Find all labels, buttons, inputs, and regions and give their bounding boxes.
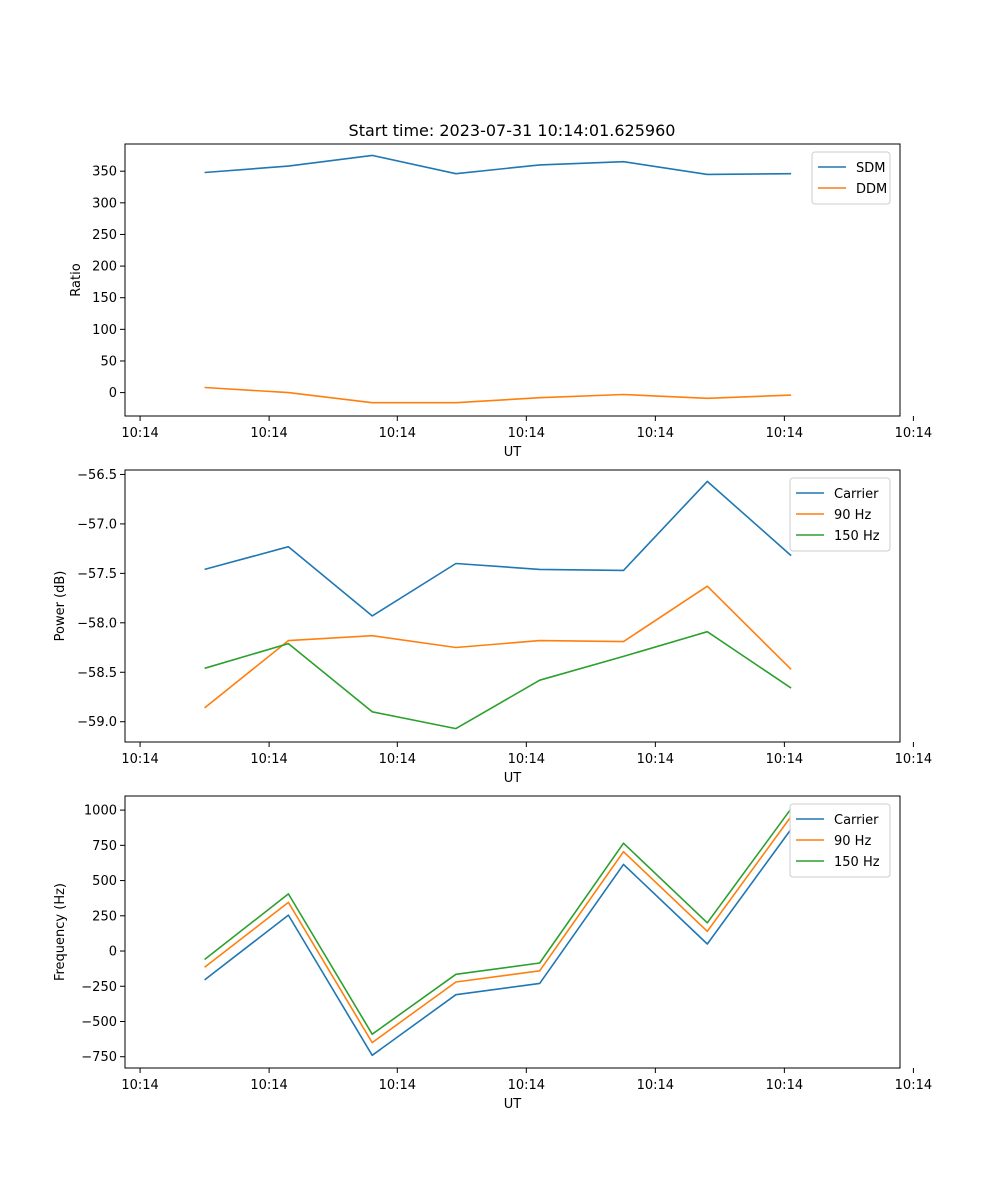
plot-frame (124, 143, 901, 417)
legend-label: Carrier (834, 487, 879, 502)
x-tick-label: 10:14 (121, 1078, 158, 1093)
legend-box (789, 477, 891, 552)
charts-container: 10:14 10:14 10:14 10:14 10:14 10:14 10:14 0 50 10… (53, 143, 932, 1112)
x-tick-label: 10:14 (637, 1078, 674, 1093)
plot-frame (124, 795, 901, 1069)
y-tick-label: −57.5 (77, 567, 117, 582)
x-tick-label: 10:14 (637, 426, 674, 441)
y-tick-label: 250 (92, 909, 117, 924)
legend-label: 90 Hz (834, 508, 871, 523)
legend-box (811, 151, 891, 205)
series-line-carrier (204, 480, 792, 617)
legend-label: 150 Hz (834, 855, 880, 870)
legend: SDM DDM (811, 151, 891, 205)
x-axis-label: UT (504, 771, 522, 786)
x-tick-label: 10:14 (379, 426, 416, 441)
y-tick-label: −59.0 (77, 715, 117, 730)
legend-label: 150 Hz (834, 529, 880, 544)
y-tick-label: 1000 (84, 804, 117, 819)
x-tick-label: 10:14 (766, 1078, 803, 1093)
x-tick-label: 10:14 (508, 426, 545, 441)
legend: Carrier 90 Hz 150 Hz (789, 477, 891, 552)
x-tick-label: 10:14 (379, 1078, 416, 1093)
chart-panel-1: 10:14 10:14 10:14 10:14 10:14 10:14 10:14 0 50 10… (69, 143, 932, 460)
x-tick-label: 10:14 (508, 1078, 545, 1093)
y-tick-label: −500 (81, 1015, 117, 1030)
x-tick-label: 10:14 (508, 752, 545, 767)
x-tick-label: 10:14 (895, 426, 932, 441)
x-tick-label: 10:14 (250, 752, 287, 767)
y-tick-label: −58.0 (77, 616, 117, 631)
figure-title: Start time: 2023-07-31 10:14:01.625960 (349, 121, 676, 140)
x-tick-label: 10:14 (637, 752, 674, 767)
x-tick-label: 10:14 (379, 752, 416, 767)
y-tick-label: 200 (92, 260, 117, 275)
y-tick-label: 0 (109, 386, 117, 401)
x-tick-label: 10:14 (766, 426, 803, 441)
series-line-90-hz (204, 585, 792, 709)
chart-panel-2: 10:14 10:14 10:14 10:14 10:14 10:14 10:14 −59.0… (53, 468, 932, 786)
y-tick-label: −56.5 (77, 468, 117, 483)
series-line-carrier (204, 828, 792, 1057)
y-tick-label: 100 (92, 323, 117, 338)
y-axis-label: Frequency (Hz) (53, 883, 68, 981)
x-tick-label: 10:14 (250, 1078, 287, 1093)
y-tick-label: −750 (81, 1050, 117, 1065)
y-tick-label: 500 (92, 874, 117, 889)
y-tick-label: −57.0 (77, 517, 117, 532)
x-tick-label: 10:14 (895, 752, 932, 767)
y-tick-label: 50 (100, 354, 117, 369)
x-tick-label: 10:14 (766, 752, 803, 767)
legend-label: 90 Hz (834, 834, 871, 849)
legend: Carrier 90 Hz 150 Hz (789, 803, 891, 878)
y-axis-label: Ratio (69, 263, 84, 296)
x-tick-label: 10:14 (121, 752, 158, 767)
y-tick-label: 250 (92, 228, 117, 243)
legend-label: Carrier (834, 813, 879, 828)
y-tick-label: −250 (81, 980, 117, 995)
series-line-90-hz (204, 815, 792, 1044)
y-tick-label: 300 (92, 196, 117, 211)
x-tick-label: 10:14 (895, 1078, 932, 1093)
y-axis-label: Power (dB) (53, 571, 68, 642)
y-tick-label: 750 (92, 839, 117, 854)
x-tick-label: 10:14 (250, 426, 287, 441)
x-axis-label: UT (504, 1097, 522, 1112)
y-tick-label: 150 (92, 291, 117, 306)
series-line-150-hz (204, 808, 792, 1035)
y-tick-label: 0 (109, 945, 117, 960)
y-tick-label: −58.5 (77, 666, 117, 681)
chart-panel-3: 10:14 10:14 10:14 10:14 10:14 10:14 10:14 −750 −… (53, 795, 932, 1112)
series-line-ddm (204, 386, 792, 404)
series-line-sdm (204, 154, 792, 176)
legend-label: DDM (856, 182, 887, 197)
x-axis-label: UT (504, 445, 522, 460)
y-tick-label: 350 (92, 165, 117, 180)
plot-frame (124, 469, 901, 743)
x-tick-label: 10:14 (121, 426, 158, 441)
legend-label: SDM (856, 161, 885, 176)
series-line-150-hz (204, 630, 792, 730)
legend-box (789, 803, 891, 878)
